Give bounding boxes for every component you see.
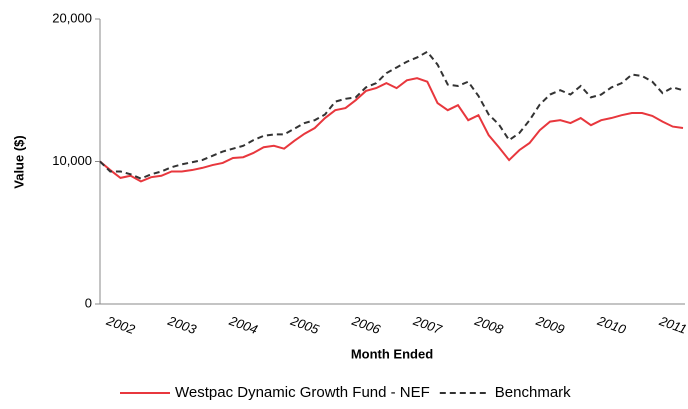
x-tick-label: 2006 xyxy=(349,313,383,338)
x-tick-label: 2005 xyxy=(288,313,322,338)
x-tick-label: 2004 xyxy=(226,313,259,337)
y-tick-label: 10,000 xyxy=(52,153,92,168)
x-tick-label: 2009 xyxy=(533,313,566,337)
x-tick-label: 2007 xyxy=(411,313,445,338)
x-tick-label: 2010 xyxy=(595,313,629,338)
x-tick-label: 2011 xyxy=(656,313,688,337)
y-tick-label: 20,000 xyxy=(52,10,92,25)
x-axis-title: Month Ended xyxy=(351,346,433,361)
x-tick-label: 2008 xyxy=(472,313,506,338)
series-line xyxy=(99,50,684,180)
x-tick-label: 2003 xyxy=(165,313,199,338)
legend-label: Westpac Dynamic Growth Fund - NEF xyxy=(175,384,430,401)
x-tick-label: 2002 xyxy=(104,313,138,338)
series-line xyxy=(99,77,684,183)
y-tick-label: 0 xyxy=(85,295,92,310)
legend-label: Benchmark xyxy=(495,384,571,401)
y-axis-title: Value ($) xyxy=(11,135,26,188)
